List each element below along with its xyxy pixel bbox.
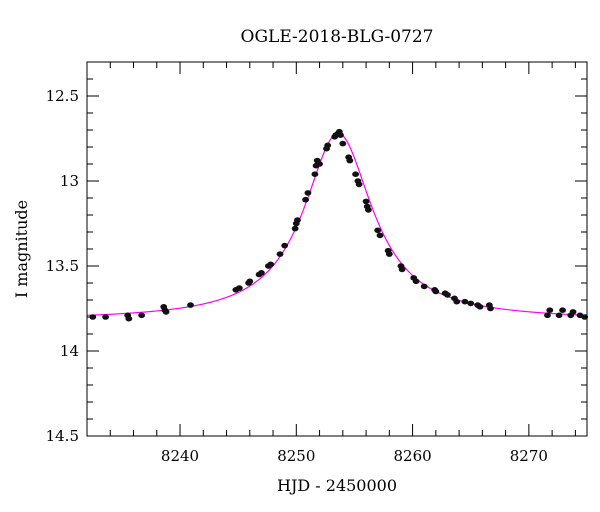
data-point: [476, 304, 484, 310]
data-point: [376, 232, 384, 239]
data-point: [362, 198, 370, 205]
data-point: [444, 292, 451, 298]
data-point: [453, 298, 461, 305]
data-point: [162, 309, 170, 315]
data-point: [487, 305, 494, 312]
y-tick-label: 14.5: [46, 427, 79, 445]
data-point: [304, 190, 312, 196]
chart-title: OGLE-2018-BLG-0727: [241, 27, 434, 47]
data-point: [420, 283, 428, 290]
axis-tick-labels: 8240 8250 8260 8270 12.5 13 13.5 14 14.5: [46, 87, 548, 465]
data-point: [281, 242, 289, 249]
data-point: [412, 278, 420, 285]
data-point: [569, 309, 577, 315]
data-point: [235, 285, 243, 291]
data-point: [398, 266, 406, 273]
data-point: [355, 181, 363, 188]
plot-frame: [86, 61, 588, 437]
data-point: [467, 300, 475, 307]
data-point: [291, 225, 299, 232]
y-axis-label: I magnitude: [12, 200, 31, 298]
data-point: [346, 157, 354, 164]
data-point: [102, 314, 109, 320]
data-point: [339, 140, 347, 147]
data-point: [187, 302, 194, 308]
y-tick-label: 14: [60, 342, 79, 360]
data-point: [125, 315, 133, 322]
x-tick-label: 8240: [161, 447, 199, 465]
data-point: [311, 171, 319, 177]
data-point: [352, 171, 359, 177]
data-point: [461, 298, 469, 305]
data-point: [385, 251, 393, 257]
y-tick-label: 13: [60, 172, 79, 190]
data-point: [276, 251, 284, 257]
model-curve: [86, 132, 588, 316]
axis-ticks: [86, 61, 587, 437]
data-point: [294, 217, 301, 223]
y-tick-label: 13.5: [46, 257, 79, 275]
data-point: [324, 142, 332, 149]
x-tick-label: 8250: [277, 447, 315, 465]
data-point: [138, 312, 146, 319]
data-point: [246, 278, 254, 285]
data-points: [89, 128, 589, 322]
data-point: [546, 307, 554, 314]
data-point: [581, 314, 589, 320]
data-point: [302, 196, 309, 203]
data-point: [559, 307, 566, 314]
data-point: [432, 288, 440, 295]
data-point: [365, 207, 372, 213]
data-point: [267, 261, 275, 268]
x-tick-label: 8260: [393, 447, 431, 465]
data-point: [258, 270, 265, 276]
x-axis-label: HJD - 2450000: [277, 476, 397, 495]
data-point: [555, 312, 563, 319]
data-point: [89, 314, 97, 320]
data-point: [544, 312, 551, 319]
y-tick-label: 12.5: [46, 87, 79, 105]
x-tick-label: 8270: [510, 447, 548, 465]
data-point: [316, 161, 323, 167]
data-point: [337, 132, 344, 138]
data-point: [374, 227, 382, 234]
